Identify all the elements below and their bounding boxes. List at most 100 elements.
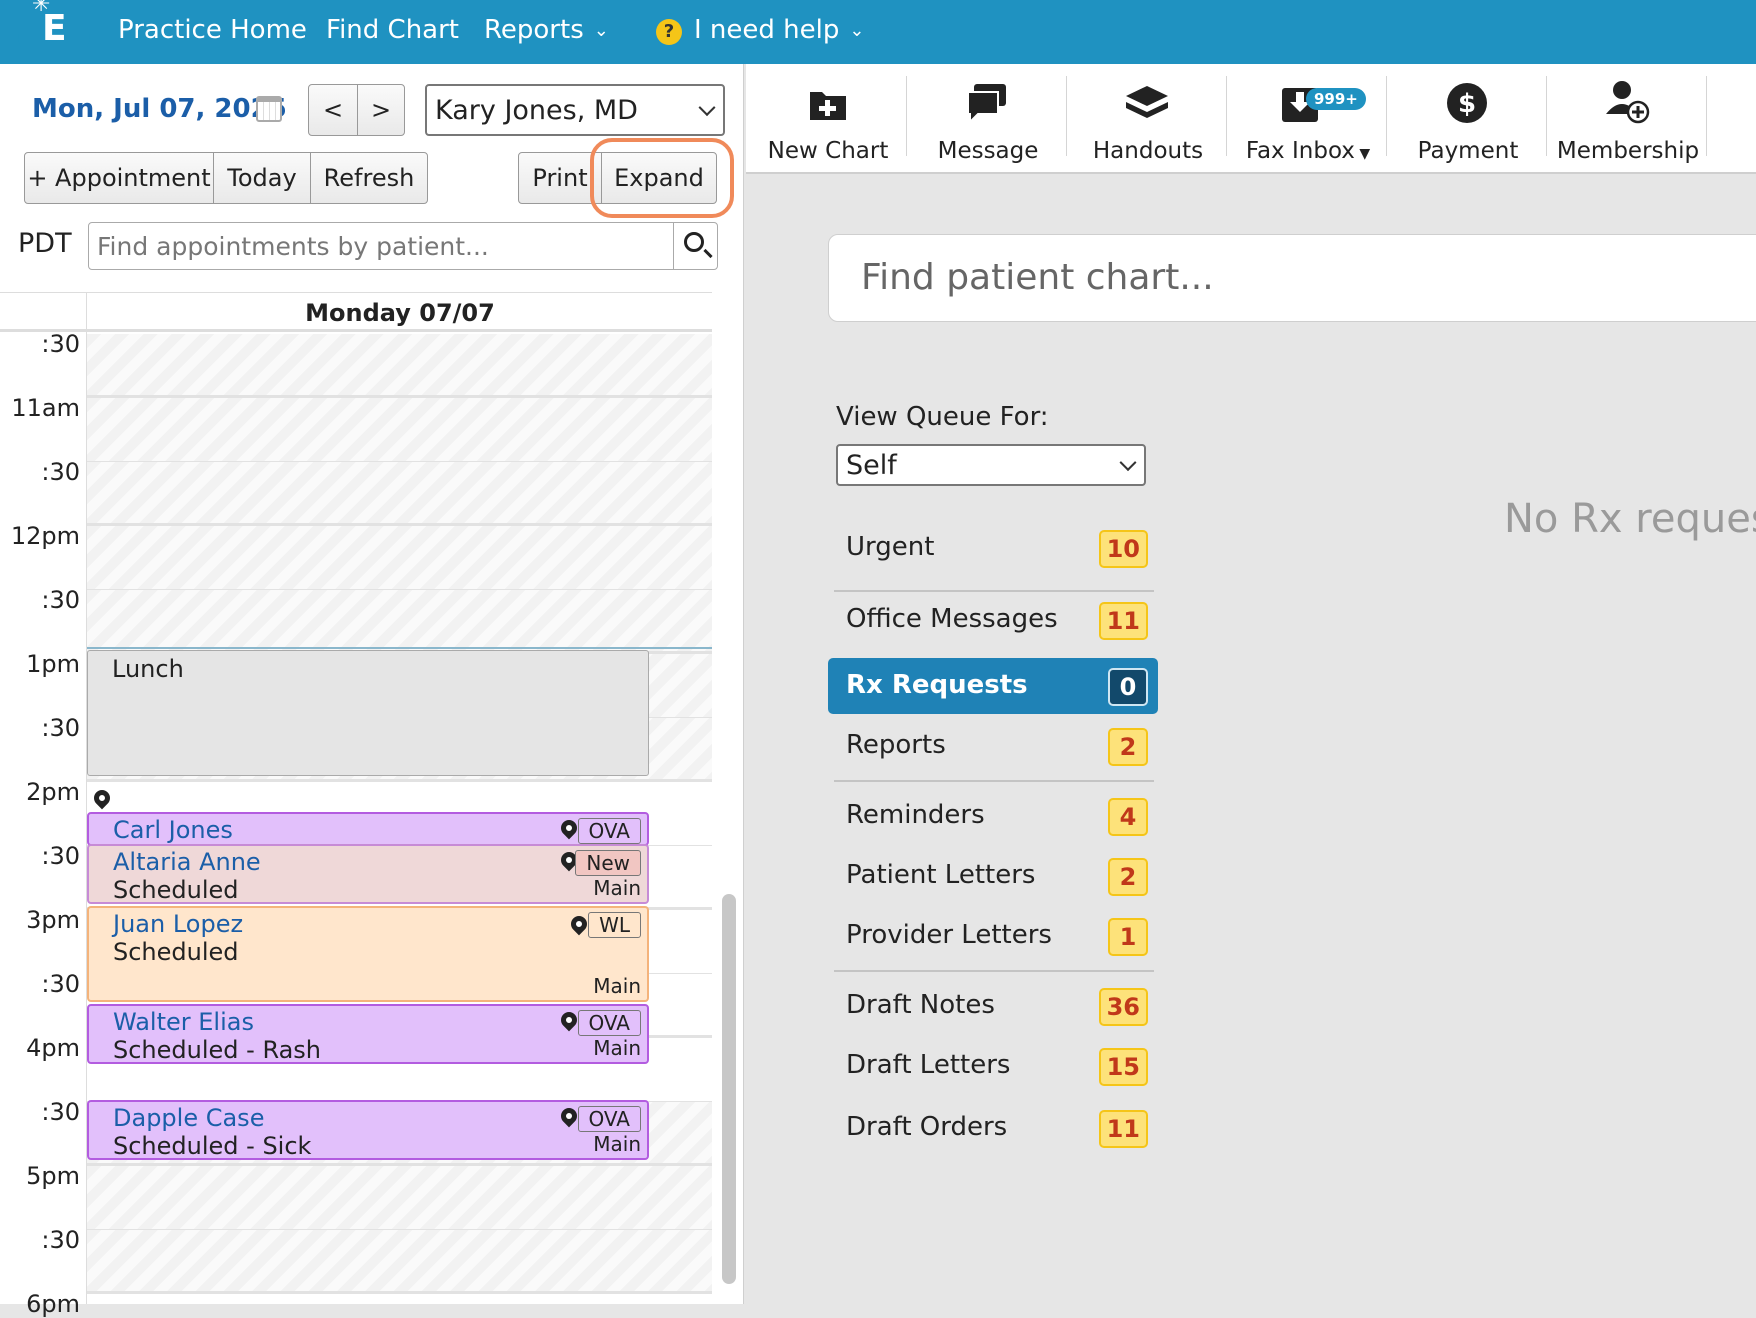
expand-highlight: [590, 138, 734, 218]
caret-down-icon: ▼: [1354, 146, 1371, 162]
queue-item-label: Rx Requests: [846, 670, 1028, 700]
time-slot[interactable]: [87, 334, 712, 398]
appointment-card[interactable]: Dapple Case Scheduled - Sick OVA Main: [87, 1100, 649, 1160]
time-label: :30: [41, 458, 80, 486]
queue-item-office-messages[interactable]: Office Messages 11: [828, 592, 1158, 648]
queue-count-badge: 11: [1098, 602, 1148, 640]
location-pin-icon: [557, 1104, 581, 1128]
queue-count-badge: 4: [1108, 798, 1148, 836]
patient-name[interactable]: Walter Elias: [113, 1008, 254, 1036]
chevron-down-icon: ⌄: [593, 20, 609, 41]
current-time-line: [87, 647, 712, 649]
appointment-location: Main: [593, 1132, 641, 1156]
empty-state-clip: No Rx requests: [1490, 480, 1756, 550]
appointment-card[interactable]: Carl Jones OVA: [87, 812, 649, 846]
nav-help[interactable]: I need help ⌄: [694, 15, 864, 45]
time-label: 5pm: [26, 1162, 80, 1190]
queue-item-reminders[interactable]: Reminders 4: [828, 788, 1158, 844]
queue-item-reports[interactable]: Reports 2: [828, 718, 1158, 774]
queue-item-draft-letters[interactable]: Draft Letters 15: [828, 1038, 1158, 1094]
patient-name[interactable]: Altaria Anne: [113, 848, 261, 876]
queue-count-badge: 11: [1098, 1110, 1148, 1148]
membership-button[interactable]: Membership: [1548, 78, 1708, 164]
svg-text:$: $: [1458, 89, 1476, 119]
message-icon: [967, 84, 1006, 122]
time-slot[interactable]: [87, 462, 712, 526]
nav-find-chart[interactable]: Find Chart: [326, 15, 459, 45]
appointment-search[interactable]: Find appointments by patient...: [88, 222, 718, 270]
search-button[interactable]: [673, 223, 717, 269]
dollar-icon: $: [1447, 83, 1487, 123]
calendar-icon[interactable]: [256, 96, 282, 122]
visit-type-tag: OVA: [577, 818, 641, 844]
appointment-card[interactable]: Walter Elias Scheduled - Rash OVA Main: [87, 1004, 649, 1064]
queue-item-label: Reports: [846, 730, 946, 760]
payment-button[interactable]: $ Payment: [1388, 78, 1548, 164]
time-slot[interactable]: [87, 526, 712, 590]
toolbar-divider: [1706, 76, 1707, 156]
queue-owner-select[interactable]: Self: [836, 444, 1146, 486]
help-icon: ?: [656, 19, 682, 45]
nav-practice-home[interactable]: Practice Home: [118, 15, 307, 45]
queue-divider: [834, 780, 1154, 782]
appointment-location: Main: [593, 1036, 641, 1060]
provider-select[interactable]: Kary Jones, MD: [425, 84, 725, 136]
empty-queue-message: No Rx requests: [1504, 496, 1756, 542]
queue-item-draft-notes[interactable]: Draft Notes 36: [828, 978, 1158, 1034]
patient-name[interactable]: Juan Lopez: [113, 910, 244, 938]
visit-type-tag: WL: [588, 912, 641, 938]
handouts-label: Handouts: [1092, 138, 1204, 164]
chevron-down-icon: ⌄: [849, 20, 865, 41]
next-day-button[interactable]: >: [357, 84, 405, 136]
queue-count-badge: 36: [1098, 988, 1148, 1026]
nav-reports[interactable]: Reports ⌄: [484, 15, 609, 45]
fax-inbox-button[interactable]: 999+ Fax Inbox ▼: [1228, 78, 1388, 164]
schedule-scrollbar[interactable]: [722, 894, 736, 1284]
chevron-down-icon: [1119, 454, 1137, 472]
refresh-button[interactable]: Refresh: [310, 152, 428, 204]
queue-item-label: Urgent: [846, 532, 935, 562]
expand-button[interactable]: Expand: [601, 152, 717, 204]
appointment-card[interactable]: Juan Lopez Scheduled WL Main: [87, 906, 649, 1002]
time-slot[interactable]: [87, 1230, 712, 1294]
schedule-date[interactable]: Mon, Jul 07, 2025: [32, 94, 287, 124]
lunch-block[interactable]: Lunch: [87, 650, 649, 776]
app-logo[interactable]: ✳ E: [18, 0, 90, 70]
time-slot[interactable]: [87, 1166, 712, 1230]
handouts-icon: [1126, 86, 1168, 118]
queue-item-rx-requests[interactable]: Rx Requests 0: [828, 658, 1158, 714]
queue-item-urgent[interactable]: Urgent 10: [828, 520, 1158, 576]
visit-type-tag: OVA: [577, 1010, 641, 1036]
message-button[interactable]: Message: [908, 78, 1068, 164]
message-label: Message: [937, 138, 1039, 164]
appointment-card[interactable]: Altaria Anne Scheduled New Main: [87, 844, 649, 904]
payment-label: Payment: [1417, 138, 1519, 164]
patient-name[interactable]: Carl Jones: [113, 816, 233, 844]
handouts-button[interactable]: Handouts: [1068, 78, 1228, 164]
appointment-location: Main: [593, 974, 641, 998]
patient-chart-search-input[interactable]: Find patient chart...: [861, 257, 1214, 298]
today-button[interactable]: Today: [213, 152, 311, 204]
add-member-icon: [1606, 81, 1650, 124]
time-label: 2pm: [26, 778, 80, 806]
appointment-status: Scheduled: [113, 938, 239, 966]
new-chart-label: New Chart: [767, 138, 889, 164]
time-slot[interactable]: [87, 590, 712, 654]
day-label: Monday 07/07: [305, 299, 495, 327]
toolbar-divider: [1226, 76, 1227, 156]
prev-day-button[interactable]: <: [308, 84, 358, 136]
queue-item-provider-letters[interactable]: Provider Letters 1: [828, 908, 1158, 964]
add-appointment-button[interactable]: + Appointment: [24, 152, 214, 204]
patient-name[interactable]: Dapple Case: [113, 1104, 265, 1132]
queue-item-draft-orders[interactable]: Draft Orders 11: [828, 1100, 1158, 1156]
new-chart-button[interactable]: New Chart: [748, 78, 908, 164]
day-column-header: Monday 07/07: [0, 292, 712, 332]
queue-item-patient-letters[interactable]: Patient Letters 2: [828, 848, 1158, 904]
time-slot[interactable]: [87, 398, 712, 462]
patient-chart-search[interactable]: Find patient chart...: [828, 234, 1756, 322]
time-label: :30: [41, 1098, 80, 1126]
time-label: 11am: [11, 394, 80, 422]
queue-item-label: Draft Letters: [846, 1050, 1011, 1080]
new-chart-icon: [810, 92, 846, 120]
appointment-search-input[interactable]: Find appointments by patient...: [97, 232, 489, 261]
